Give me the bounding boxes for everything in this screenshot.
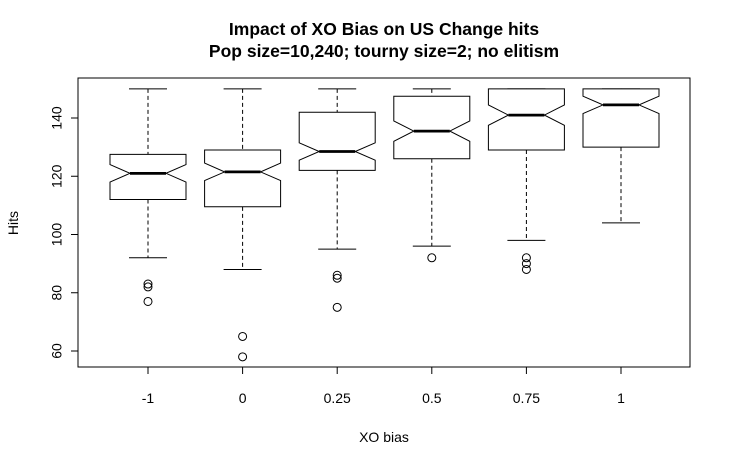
box-1 — [582, 88, 660, 224]
outlier-point — [521, 264, 531, 274]
y-tick-label: 100 — [49, 223, 65, 247]
outlier-point — [521, 259, 531, 269]
box-body — [487, 88, 565, 151]
outlier-point — [332, 273, 342, 283]
outlier-point — [521, 253, 531, 263]
x-tick-label: 0.5 — [422, 390, 442, 406]
outlier-point — [332, 302, 342, 312]
box-body — [204, 149, 282, 208]
x-axis: -1 0 0.25 0.5 0.75 1 — [142, 366, 625, 406]
y-axis-label: Hits — [5, 211, 21, 235]
x-tick-label: 0 — [239, 390, 247, 406]
y-tick-label: 60 — [49, 343, 65, 359]
chart-title: Impact of XO Bias on US Change hits — [229, 19, 539, 39]
box-body — [298, 111, 376, 171]
x-tick-label: 0.75 — [513, 390, 540, 406]
y-tick-label: 140 — [49, 106, 65, 130]
outlier-point — [332, 270, 342, 280]
box-0 — [204, 88, 282, 362]
box-body — [582, 88, 660, 148]
outlier-point — [238, 352, 248, 362]
y-tick-label: 80 — [49, 285, 65, 301]
outlier-point — [238, 331, 248, 341]
x-axis-label: XO bias — [359, 429, 409, 445]
outlier-point — [143, 279, 153, 289]
x-tick-label: -1 — [142, 390, 155, 406]
y-tick-label: 120 — [49, 164, 65, 188]
y-axis: 60 80 100 120 140 — [49, 106, 79, 359]
box-0.5 — [393, 88, 471, 263]
x-tick-label: 1 — [617, 390, 625, 406]
outlier-point — [427, 253, 437, 263]
box-body — [393, 95, 471, 160]
box-body — [109, 153, 187, 200]
outlier-point — [143, 296, 153, 306]
chart-subtitle: Pop size=10,240; tourny size=2; no eliti… — [209, 41, 559, 61]
box--1 — [109, 88, 187, 306]
outlier-point — [143, 282, 153, 292]
x-tick-label: 0.25 — [324, 390, 351, 406]
box-0.25 — [298, 88, 376, 312]
box-0.75 — [487, 88, 565, 274]
boxes — [109, 88, 660, 362]
